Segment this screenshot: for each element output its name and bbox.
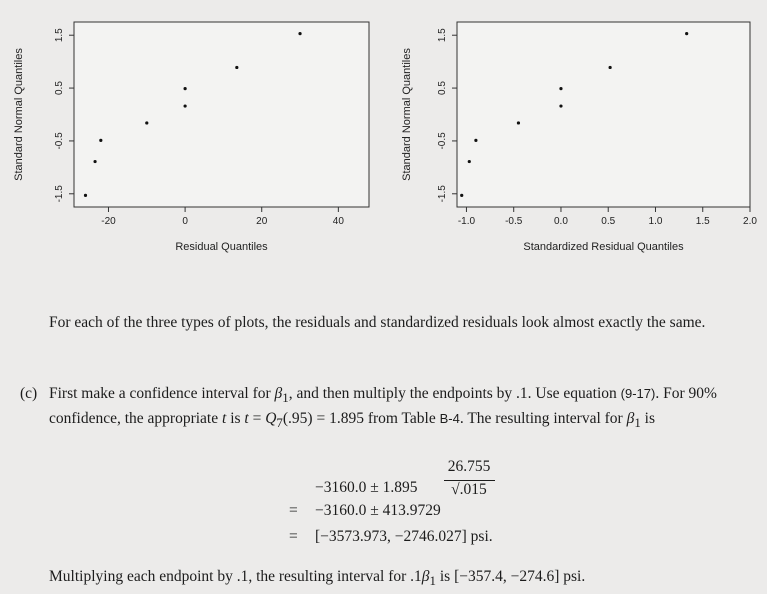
data-point <box>99 138 103 142</box>
qq-plot-residuals: -20 0 20 40 -1.5 -0.5 0.5 1.5 Residual Quantiles… <box>13 21 370 253</box>
y-tick-label: 1.5 <box>437 28 448 42</box>
data-point <box>183 87 187 91</box>
data-point <box>467 159 471 164</box>
data-point <box>298 32 302 36</box>
data-point <box>93 159 97 164</box>
x-tick-label: 1.0 <box>649 216 663 227</box>
subscript: 1 <box>282 390 289 406</box>
y-tick-label: -0.5 <box>54 132 65 150</box>
subscript: 1 <box>429 573 436 589</box>
text-run: (.95) = 1.895 from Table <box>282 410 440 428</box>
beta-symbol: β <box>626 410 635 428</box>
equation-line-1-lead: −3160.0 ± 1.895 <box>315 479 418 496</box>
x-tick-label: 2.0 <box>743 216 757 227</box>
x-tick-label: 20 <box>256 216 268 227</box>
text-run: . For 90% confidence, the appropriate <box>49 385 717 428</box>
y-tick-label: -1.5 <box>54 185 65 203</box>
text-run: is [−357.4, −274.6] psi. <box>435 568 586 585</box>
y-tick-label: -1.5 <box>437 185 448 203</box>
q-symbol: Q <box>265 410 277 428</box>
x-axis-label: Residual Quantiles <box>175 241 268 253</box>
data-point <box>559 104 563 108</box>
data-point <box>608 65 612 70</box>
paragraph-conclusion: Multiplying each endpoint by .1, the res… <box>49 566 767 591</box>
y-tick-label: 1.5 <box>54 28 65 42</box>
fraction-denominator: √.015 <box>451 481 487 498</box>
data-point <box>516 121 521 125</box>
text-run: is <box>226 410 245 428</box>
plot-frame <box>73 21 370 208</box>
beta-symbol: β <box>421 568 430 585</box>
equals-sign: = <box>289 502 298 519</box>
text-run: First make a confidence interval for <box>49 385 275 402</box>
x-tick-label: 40 <box>333 216 345 227</box>
table-reference: B-4 <box>439 411 460 427</box>
subscript: 1 <box>634 415 641 431</box>
x-tick-label: -0.5 <box>505 216 523 227</box>
x-tick-label: -1.0 <box>458 216 476 227</box>
qq-plots: -20 0 20 40 -1.5 -0.5 0.5 1.5 Residual Quantiles… <box>13 21 757 253</box>
x-tick-label: 0 <box>182 216 188 227</box>
data-point <box>685 32 689 36</box>
data-point <box>183 104 187 108</box>
paragraph-plots-comparison: For each of the three types of plots, th… <box>49 312 749 333</box>
data-point <box>460 193 464 197</box>
qq-plot-standardized-residuals: -1.0 -0.5 0.0 0.5 1.0 1.5 2.0 -1.5 -0.5 0.5 1.5 Sta… <box>401 21 757 253</box>
x-tick-label: 0.0 <box>554 216 568 227</box>
data-point <box>559 87 563 91</box>
y-axis-label: Standard Normal Quantiles <box>13 48 25 181</box>
text-run: , and then multiply the endpoints by .1.… <box>288 385 621 402</box>
paragraph-text: For each of the three types of plots, th… <box>49 314 706 331</box>
fraction-bar <box>444 480 495 481</box>
text-run: is <box>640 410 655 428</box>
data-point <box>145 121 149 125</box>
x-tick-label: -20 <box>101 216 116 227</box>
x-tick-label: 1.5 <box>696 216 710 227</box>
data-point <box>474 138 478 142</box>
y-tick-label: -0.5 <box>437 132 448 150</box>
equation-reference: (9-17) <box>620 386 656 401</box>
y-axis-label: Standard Normal Quantiles <box>401 48 413 181</box>
t-symbol: t <box>222 410 227 428</box>
y-tick-label: 0.5 <box>54 81 65 95</box>
text-run: . The resulting interval for <box>459 410 627 428</box>
plot-frame <box>456 21 751 208</box>
part-c-body: First make a confidence interval for β1,… <box>49 385 717 431</box>
beta-symbol: β <box>274 385 283 402</box>
x-tick-label: 0.5 <box>601 216 615 227</box>
equation-line-3: [−3573.973, −2746.027] psi. <box>315 528 493 545</box>
equation-line-2: −3160.0 ± 413.9729 <box>315 502 441 519</box>
subscript: 7 <box>276 415 283 431</box>
equals-sign: = <box>289 528 298 545</box>
part-marker: (c) <box>20 385 38 402</box>
data-point <box>83 193 88 197</box>
text-run: Multiplying each endpoint by .1, the res… <box>49 568 422 585</box>
x-axis-label: Standardized Residual Quantiles <box>523 241 684 253</box>
data-point <box>235 65 239 70</box>
y-tick-label: 0.5 <box>437 81 448 95</box>
fraction-numerator: 26.755 <box>447 458 491 475</box>
t-symbol: t <box>244 410 249 428</box>
